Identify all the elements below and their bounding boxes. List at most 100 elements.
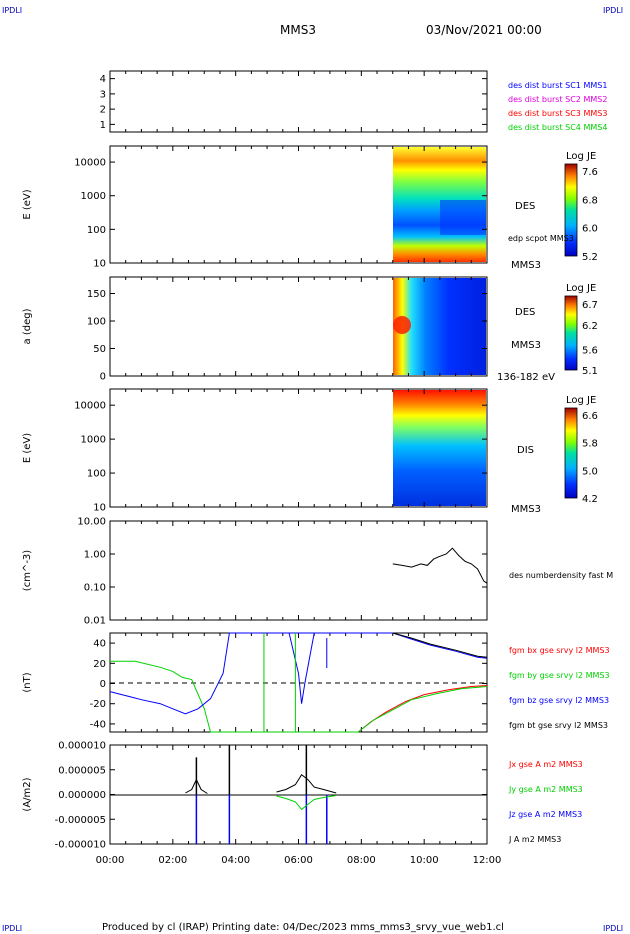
burst-legend-entry: des dist burst SC3 MMS3	[508, 109, 607, 118]
des-pitch-instrument-label: DES	[515, 307, 535, 318]
corner-mark-bottom-right: IPDLI	[603, 924, 623, 933]
density-ytick-label: 0.10	[84, 583, 106, 594]
dis-energy-ytick-label: 100	[87, 469, 106, 480]
des-energy-colorbar-tick: 7.6	[582, 167, 598, 178]
des-pitch-spacecraft-label: MMS3	[511, 340, 541, 351]
des-energy-ytick-label: 10	[93, 259, 106, 270]
current-legend-entry: Jy gse A m2 MMS3	[508, 785, 583, 794]
dis-energy-colorbar	[564, 407, 578, 499]
current-legend-entry: J A m2 MMS3	[508, 835, 561, 844]
des-energy-instrument-label: DES	[515, 201, 535, 212]
des-pitch-colorbar-tick: 5.1	[582, 366, 598, 377]
des-pitch-colorbar-title: Log JE	[566, 283, 596, 294]
des-energy-colorbar-tick: 5.2	[582, 252, 598, 263]
density-legend-entry: des numberdensity fast M	[509, 571, 613, 580]
des-energy-colorbar	[564, 163, 578, 257]
fgm-bz-spike-line	[288, 632, 315, 704]
density-ytick-label: 10.00	[77, 517, 106, 528]
des-energy-ylabel: E (eV)	[22, 189, 33, 219]
des-pitch-ytick-label: 0	[100, 372, 106, 383]
current-ylabel: (A/m2)	[22, 777, 33, 811]
des-energy-colorbar-title: Log JE	[566, 151, 596, 162]
des-energy-colorbar-tick: 6.8	[582, 195, 598, 206]
density-ylabel: (cm^-3)	[22, 550, 33, 591]
current-jy-envelope-lower	[276, 795, 337, 811]
burst-ytick-label: 3	[100, 89, 106, 100]
des-pitch-ytick-label: 150	[87, 289, 106, 300]
corner-mark-bottom-left: IPDLI	[2, 924, 22, 933]
dis-energy-ylabel: E (eV)	[22, 433, 33, 463]
des-pitch-ylabel: a (deg)	[22, 308, 33, 344]
des-energy-blue-band	[440, 200, 486, 235]
fgm-legend-entry: fgm bx gse srvy l2 MMS3	[509, 646, 610, 655]
des-pitch-ytick-label: 100	[87, 317, 106, 328]
current-ytick-label: 0.000010	[58, 741, 106, 752]
fgm-ytick-label: -20	[90, 699, 106, 710]
footer-text: Produced by cl (IRAP) Printing date: 04/…	[102, 922, 504, 933]
burst-ytick-label: 1	[100, 120, 106, 131]
density-ytick-label: 0.01	[84, 616, 106, 627]
current-ytick-label: -0.000005	[55, 815, 106, 826]
des-energy-ytick-label: 1000	[81, 191, 106, 202]
current-legend-entry: Jz gse A m2 MMS3	[508, 810, 582, 819]
spacecraft-title: MMS3	[280, 23, 316, 37]
time-axis-tick-label: 00:00	[96, 855, 125, 866]
fgm-ytick-label: 20	[93, 659, 106, 670]
burst-panel-frame	[109, 70, 488, 133]
des-energy-ytick-label: 100	[87, 225, 106, 236]
fgm-ylabel: (nT)	[22, 672, 33, 692]
des-pitch-colorbar	[564, 295, 578, 371]
burst-legend-entry: des dist burst SC1 MMS1	[508, 81, 607, 90]
dis-energy-spacecraft-label: MMS3	[511, 504, 541, 515]
fgm-ytick-label: 0	[100, 679, 106, 690]
des-energy-ytick-label: 10000	[74, 158, 106, 169]
des-pitch-hot-spot	[393, 316, 411, 334]
time-axis-tick-label: 08:00	[347, 855, 376, 866]
datetime-title: 03/Nov/2021 00:00	[426, 23, 542, 37]
dis-energy-colorbar-title: Log JE	[566, 395, 596, 406]
des-pitch-colorbar-tick: 6.7	[582, 300, 598, 311]
dis-energy-ytick-label: 10	[93, 503, 106, 514]
fgm-bz-series-line	[109, 632, 488, 715]
des-energy-colorbar-tick: 6.0	[582, 224, 598, 235]
corner-mark-top-left: IPDLI	[2, 6, 22, 15]
fgm-by-series-line	[110, 660, 488, 733]
des-energy-spacecraft-label: MMS3	[511, 260, 541, 271]
dis-energy-ytick-label: 10000	[74, 401, 106, 412]
time-axis-tick-label: 04:00	[221, 855, 250, 866]
fgm-legend-entry: fgm bt gse srvy l2 MMS3	[509, 721, 608, 730]
dis-energy-ytick-label: 1000	[81, 435, 106, 446]
burst-ytick-label: 4	[100, 74, 106, 85]
fgm-ytick-label: 40	[93, 639, 106, 650]
burst-legend-entry: des dist burst SC2 MMS2	[508, 95, 607, 104]
density-ytick-label: 1.00	[84, 550, 106, 561]
time-axis-tick-label: 10:00	[410, 855, 439, 866]
dis-energy-spectrogram	[393, 390, 486, 506]
dis-energy-colorbar-tick: 5.0	[582, 466, 598, 477]
des-pitch-colorbar-tick: 5.6	[582, 345, 598, 356]
fgm-ytick-label: -40	[90, 719, 106, 730]
des-pitch-colorbar-tick: 6.2	[582, 321, 598, 332]
current-ytick-label: 0.000005	[58, 765, 106, 776]
fgm-legend-entry: fgm by gse srvy l2 MMS3	[509, 671, 610, 680]
current-legend-entry: Jx gse A m2 MMS3	[508, 760, 583, 769]
time-axis-tick-label: 06:00	[284, 855, 313, 866]
fgm-bx-series-line	[357, 685, 488, 733]
dis-energy-instrument-label: DIS	[517, 445, 534, 456]
des-pitch-energy-range: 136-182 eV	[497, 372, 555, 383]
current-ytick-label: -0.000010	[55, 840, 106, 851]
time-axis-tick-label: 12:00	[473, 855, 502, 866]
des-pitch-ytick-label: 50	[93, 344, 106, 355]
current-j-envelope-early	[185, 778, 208, 794]
dis-energy-colorbar-tick: 4.2	[582, 494, 598, 505]
fgm-legend-entry: fgm bz gse srvy l2 MMS3	[509, 696, 609, 705]
des-energy-overlay-label: edp scpot MMS3	[508, 234, 574, 243]
burst-legend-entry: des dist burst SC4 MMS4	[508, 123, 607, 132]
density-series-line	[392, 547, 488, 584]
current-ytick-label: 0.000000	[58, 790, 106, 801]
current-j-envelope-upper	[276, 773, 337, 794]
burst-ytick-label: 2	[100, 105, 106, 116]
time-axis-tick-label: 02:00	[158, 855, 187, 866]
fgm-bt-series-line	[392, 632, 488, 658]
